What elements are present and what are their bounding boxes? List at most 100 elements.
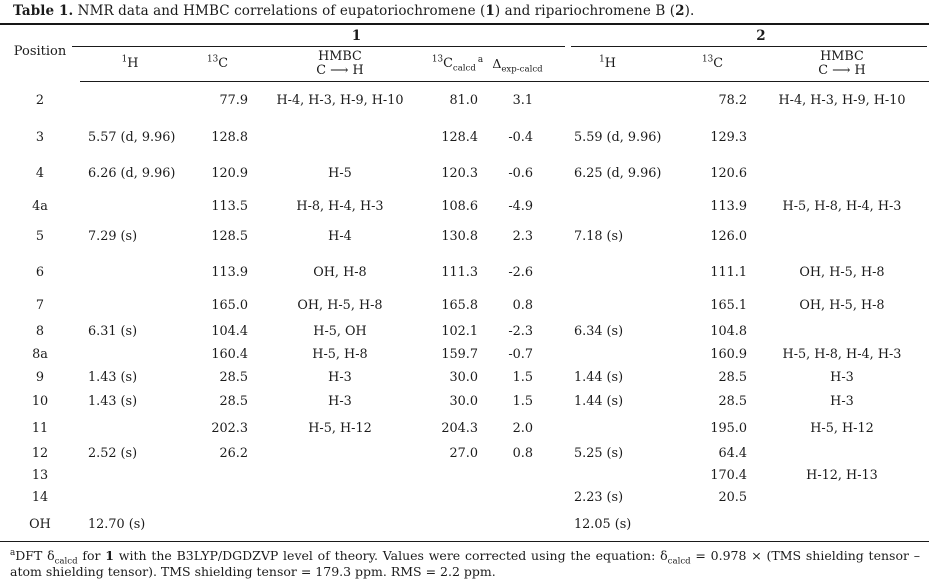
table-cell: 3.1 [512,93,533,109]
table-cell: -0.7 [508,346,533,362]
table-row: 12 2.52 (s) 26.2 27.0 0.8 5.25 (s) 64.4 [0,442,929,465]
table-cell: 120.6 [710,166,747,181]
table-cell: H-3 [830,369,854,385]
table-cell: 30.0 [449,394,479,409]
table-cell: OH, H-8 [313,264,367,280]
table-row: 14 2.23 (s) 20.5 [0,486,929,509]
table-cell [255,465,425,486]
column-header-position: Position [13,43,67,59]
table-cell: 27.0 [449,445,479,461]
table-cell: 126.0 [710,229,747,244]
table-cell: 77.9 [219,93,249,109]
cell-position: 3 [35,130,45,145]
table-cell: H-12, H-13 [806,467,878,483]
table-cell [490,486,545,509]
table-cell [755,120,929,156]
table-cell: -2.3 [508,323,533,339]
table-cell [255,120,425,156]
table-cell: 195.0 [710,420,747,436]
column-header-delta-exp-calcd: Δexp-calcd [490,47,545,82]
table-cell: 5.59 (d, 9.96) [574,130,662,145]
table-cell: 5.57 (d, 9.96) [88,130,176,145]
table-cell: 2.23 (s) [574,489,624,505]
table-cell: 120.3 [441,166,478,181]
table-footnote: aDFT δcalcd for 1 with the B3LYP/DGDZVP … [10,547,920,579]
table-cell: 204.3 [441,420,478,436]
table-cell [755,486,929,509]
cell-position: 8a [32,346,48,362]
table-cell: H-4 [328,229,352,244]
group-1-label: 1 [351,28,362,44]
cell-position: 5 [35,229,45,244]
table-cell [80,486,180,509]
table-cell: 128.5 [211,229,248,244]
table-cell: 6.34 (s) [574,323,624,339]
cell-position: 13 [31,467,49,483]
table-row: 2 77.9 H-4, H-3, H-9, H-10 81.0 3.1 78.2 H-4, … [0,82,929,120]
table-cell [755,221,929,253]
table-row: 4 6.26 (d, 9.96) 120.9 H-5 120.3 -0.6 6.25 (d,… [0,156,929,192]
table-cell: -4.9 [508,198,533,214]
table-cell: 128.8 [211,130,248,145]
table-caption: Table 1. NMR data and HMBC correlations … [0,0,929,25]
cell-position: 12 [31,445,49,461]
table-cell: 170.4 [710,467,747,483]
cell-position: 2 [35,93,45,108]
table-cell [255,486,425,509]
table-cell: 64.4 [718,445,748,461]
table-cell: 165.1 [710,298,747,313]
column-header-hmbc-compound1: HMBC C ⟶ H [255,47,425,82]
table-cell: 26.2 [219,445,249,461]
table-cell: 113.9 [211,264,248,280]
column-header-13c-calcd: 13Ccalcda [425,47,490,82]
table-cell: H-4, H-3, H-9, H-10 [276,93,404,109]
table-row: 4a 113.5 H-8, H-4, H-3 108.6 -4.9 113.9 H-5, H… [0,192,929,221]
table-cell [80,415,180,442]
column-header-hmbc-compound2: HMBC C ⟶ H [755,47,929,82]
table-cell: 120.9 [211,166,248,181]
group-1-underline: 1 [72,28,565,47]
table-cell [80,192,180,221]
table-cell: 1.43 (s) [88,369,138,385]
table-cell: 159.7 [441,346,478,362]
table-cell: 104.8 [710,323,747,339]
table-body: 2 77.9 H-4, H-3, H-9, H-10 81.0 3.1 78.2 H-4, … [0,82,929,542]
table-cell: H-3 [328,369,352,385]
table-cell: 111.3 [441,264,478,280]
table-cell: 108.6 [441,198,478,214]
table-cell [490,465,545,486]
cell-position: 10 [31,394,49,409]
table-cell: 28.5 [219,394,249,409]
table-cell: OH, H-5, H-8 [297,298,383,313]
group-2-label: 2 [756,28,766,44]
table-cell: 160.9 [710,346,747,362]
table-cell [80,343,180,366]
table-header: Position 1 2 1H 13C HMBC C ⟶ H 13Ccalcda… [0,25,929,82]
table-cell [255,508,425,542]
table-row: 9 1.43 (s) 28.5 H-3 30.0 1.5 1.44 (s) 28.5 H-3 [0,366,929,389]
table-cell: H-3 [830,394,854,409]
nmr-data-table: Position 1 2 1H 13C HMBC C ⟶ H 13Ccalcda… [0,25,929,542]
table-cell: 0.8 [512,445,533,461]
table-cell: 111.1 [710,264,747,280]
cell-position: 9 [35,369,45,385]
table-cell: 81.0 [449,93,479,109]
table-cell [80,253,180,292]
table-cell: 160.4 [211,346,248,362]
table-cell: 30.0 [449,369,479,385]
table-cell: 5.25 (s) [574,445,624,461]
table-row: 6 113.9 OH, H-8 111.3 -2.6 111.1 OH, H-5, H-8 [0,253,929,292]
table-cell: H-8, H-4, H-3 [296,198,384,214]
table-cell: H-5 [328,166,352,181]
table-cell: 28.5 [718,394,748,409]
table-cell: 12.05 (s) [545,508,670,542]
column-header-13c-compound2: 13C [670,47,755,82]
table-cell [545,292,670,320]
table-cell: 129.3 [710,130,747,145]
table-cell [670,508,755,542]
footnote-marker-a: a [477,54,484,65]
table-cell [545,192,670,221]
table-cell [80,292,180,320]
table-cell [180,465,255,486]
